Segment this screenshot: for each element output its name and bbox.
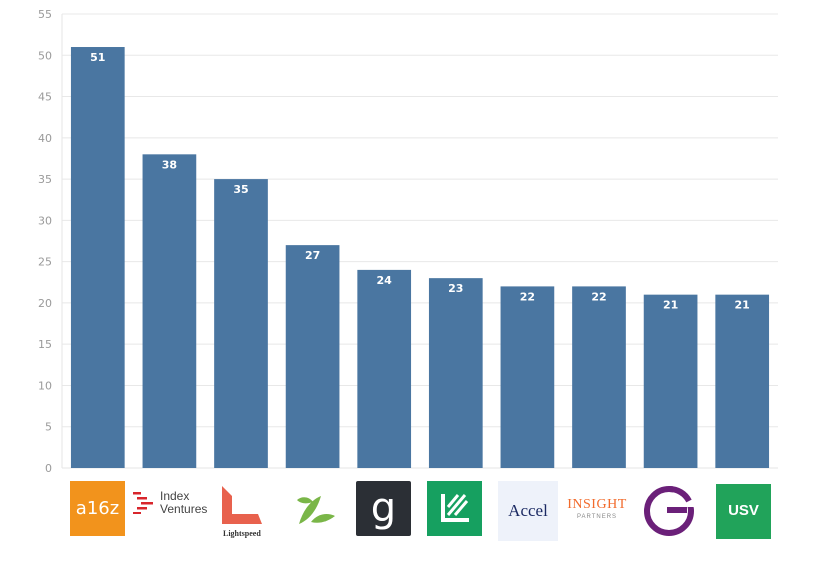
y-tick-label: 20 [38, 297, 52, 310]
y-tick-label: 40 [38, 132, 52, 145]
data-label: 21 [735, 299, 750, 312]
usv-label: USV [728, 502, 759, 519]
bar-chart: 0 5 10 15 20 25 30 35 40 45 50 55 51 38 35 27 24 23 22 22 2… [38, 8, 778, 475]
data-label: 22 [591, 290, 606, 303]
accel-label: Accel [508, 501, 548, 520]
index-ventures-line2: Ventures [160, 502, 208, 516]
lightspeed-icon [222, 486, 262, 524]
y-tick-label: 35 [38, 173, 52, 186]
bar [214, 179, 268, 468]
bars [70, 47, 770, 468]
greycroft-icon [644, 485, 695, 536]
general-catalyst-icon [441, 494, 469, 522]
partners-label: PARTNERS [576, 514, 618, 520]
bar [572, 286, 626, 468]
greylock-glyph: g [370, 485, 397, 531]
lightspeed-logo: Lightspeed [218, 484, 268, 540]
lightspeed-label: Lightspeed [223, 529, 261, 538]
index-ventures-icon [133, 492, 153, 514]
y-tick-label: 0 [45, 462, 52, 475]
usv-logo: USV [716, 484, 771, 539]
data-label: 35 [233, 183, 248, 196]
y-tick-label: 10 [38, 379, 52, 392]
bar [715, 294, 770, 468]
index-ventures-line1: Index [160, 490, 190, 503]
bar [142, 154, 197, 468]
data-label: 23 [448, 282, 463, 295]
bar [643, 294, 698, 468]
data-label: 51 [90, 51, 105, 64]
sprout-leaf-icon [297, 496, 335, 524]
y-tick-label: 45 [38, 91, 52, 104]
y-tick-label: 25 [38, 256, 52, 269]
y-tick-label: 15 [38, 338, 52, 351]
bar [500, 286, 555, 468]
y-tick-label: 50 [38, 49, 52, 62]
y-tick-label: 5 [45, 421, 52, 434]
insight-label: INSIGHT [567, 497, 627, 512]
general-catalyst-logo [427, 481, 482, 536]
insight-partners-logo: INSIGHT PARTNERS [566, 497, 628, 525]
data-label: 21 [663, 299, 678, 312]
accel-logo: Accel [498, 481, 558, 541]
greylock-logo: g [356, 481, 411, 536]
index-ventures-logo: Index Ventures [133, 490, 213, 524]
greycroft-logo [643, 485, 695, 537]
y-tick-label: 55 [38, 8, 52, 21]
data-label: 38 [162, 158, 177, 171]
bar [70, 47, 125, 468]
y-tick-label: 30 [38, 214, 52, 227]
data-label: 24 [377, 274, 393, 287]
bar [357, 269, 412, 468]
bar [428, 278, 483, 468]
bar [285, 245, 340, 468]
data-label: 27 [305, 249, 320, 262]
data-label: 22 [520, 290, 535, 303]
sprout-logo [287, 484, 337, 534]
a16z-logo: a16z a16z [70, 481, 125, 536]
data-labels: 51 38 35 27 24 23 22 22 21 21 [90, 51, 750, 312]
